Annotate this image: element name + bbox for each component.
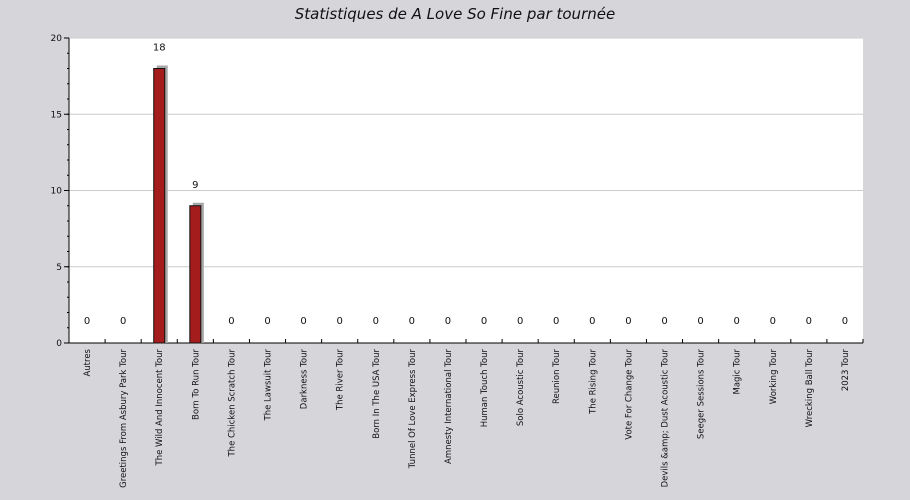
data-label: 0 xyxy=(625,316,631,327)
data-label: 0 xyxy=(445,316,451,327)
data-label: 0 xyxy=(228,316,234,327)
category-label: Born To Run Tour xyxy=(191,349,201,420)
data-label: 0 xyxy=(481,316,487,327)
data-label: 0 xyxy=(300,316,306,327)
category-label: Born In The USA Tour xyxy=(372,349,382,439)
data-label: 0 xyxy=(336,316,342,327)
bar xyxy=(153,68,166,344)
category-label: Devils &amp; Dust Acoustic Tour xyxy=(661,348,671,487)
category-label: Magic Tour xyxy=(733,349,743,395)
y-tick-label: 10 xyxy=(51,187,63,197)
bars xyxy=(153,65,204,344)
chart-title: Statistiques de A Love So Fine par tourn… xyxy=(294,5,616,23)
data-label: 0 xyxy=(806,316,812,327)
category-label: Seeger Sessions Tour xyxy=(697,349,707,440)
data-label: 0 xyxy=(409,316,415,327)
category-label: The Wild And Innocent Tour xyxy=(155,349,165,467)
category-label: Tunnel Of Love Express Tour xyxy=(408,349,418,470)
category-label: The Chicken Scratch Tour xyxy=(227,349,237,458)
category-label: The Rising Tour xyxy=(588,349,598,415)
data-label: 0 xyxy=(373,316,379,327)
data-label: 0 xyxy=(517,316,523,327)
data-label: 0 xyxy=(842,316,848,327)
category-label: 2023 Tour xyxy=(841,349,851,392)
category-label: Wrecking Ball Tour xyxy=(805,349,815,428)
data-label: 0 xyxy=(770,316,776,327)
data-label: 0 xyxy=(697,316,703,327)
data-label: 0 xyxy=(733,316,739,327)
category-label: Autres xyxy=(83,348,93,376)
y-tick-label: 20 xyxy=(51,34,63,44)
data-label: 9 xyxy=(192,180,198,191)
category-label: The River Tour xyxy=(336,349,346,412)
category-label: Working Tour xyxy=(769,348,779,404)
data-label: 18 xyxy=(153,43,166,54)
category-label: Vote For Change Tour xyxy=(624,349,634,440)
category-label: Darkness Tour xyxy=(300,349,310,410)
category-label: Amnesty International Tour xyxy=(444,349,454,464)
data-label: 0 xyxy=(553,316,559,327)
y-tick-label: 5 xyxy=(56,263,62,273)
category-label: Greetings From Asbury Park Tour xyxy=(119,349,129,488)
category-label: Solo Acoustic Tour xyxy=(516,349,526,427)
y-tick-label: 0 xyxy=(56,339,62,349)
data-label: 0 xyxy=(264,316,270,327)
data-label: 0 xyxy=(84,316,90,327)
labels: 0 5 10 15 20 0 Autres 0 Greetings From Asbury Pa… xyxy=(51,34,851,488)
data-label: 0 xyxy=(661,316,667,327)
data-label: 0 xyxy=(589,316,595,327)
category-label: Reunion Tour xyxy=(552,349,562,405)
category-label: Human Touch Tour xyxy=(480,349,490,428)
category-label: The Lawsuit Tour xyxy=(264,348,274,421)
bar xyxy=(189,205,202,344)
data-label: 0 xyxy=(120,316,126,327)
y-tick-label: 15 xyxy=(51,110,62,120)
